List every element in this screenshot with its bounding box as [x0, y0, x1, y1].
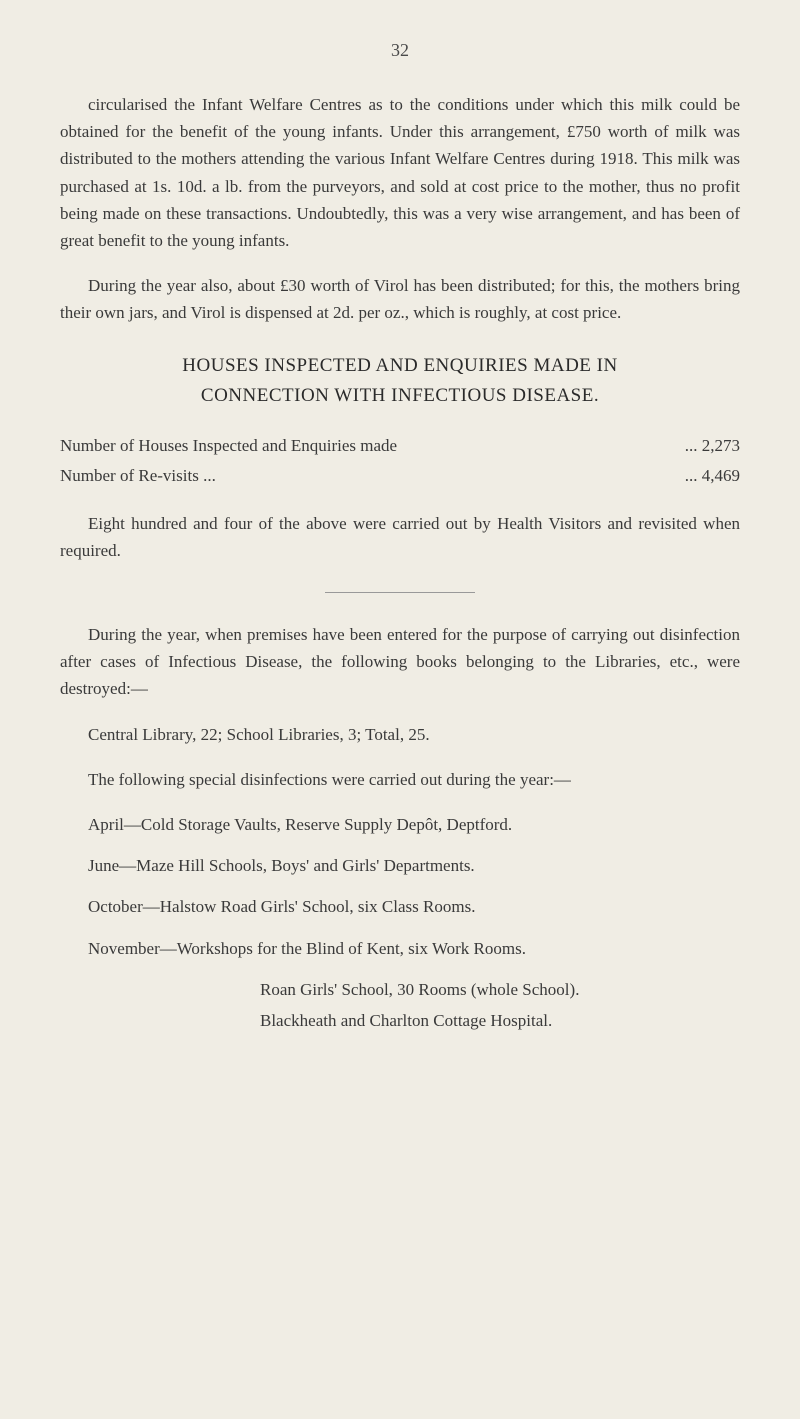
stat-revisits: Number of Re-visits ... ... 4,469 [60, 461, 740, 492]
section-heading-line1: HOUSES INSPECTED AND ENQUIRIES MADE IN [60, 355, 740, 377]
month-october: October—Halstow Road Girls' School, six … [60, 893, 740, 920]
paragraph-2: During the year also, about £30 worth of… [60, 272, 740, 326]
paragraph-6: The following special disinfections were… [60, 766, 740, 793]
stat-label: Number of Re-visits ... [60, 461, 216, 492]
stat-label: Number of Houses Inspected and Enquiries… [60, 431, 397, 462]
stat-houses-inspected: Number of Houses Inspected and Enquiries… [60, 431, 740, 462]
stat-value: ... 2,273 [685, 431, 740, 462]
page-number: 32 [60, 40, 740, 61]
paragraph-3: Eight hundred and four of the above were… [60, 510, 740, 564]
month-november-sub1: Roan Girls' School, 30 Rooms (whole Scho… [260, 976, 740, 1003]
month-november: November—Workshops for the Blind of Kent… [60, 935, 740, 962]
section-heading-line2: CONNECTION WITH INFECTIOUS DISEASE. [60, 385, 740, 407]
paragraph-1: circularised the Infant Welfare Centres … [60, 91, 740, 254]
paragraph-5: Central Library, 22; School Libraries, 3… [60, 721, 740, 748]
month-november-sub2: Blackheath and Charlton Cottage Hospital… [260, 1007, 740, 1034]
stat-value: ... 4,469 [685, 461, 740, 492]
month-april: April—Cold Storage Vaults, Reserve Suppl… [60, 811, 740, 838]
paragraph-4: During the year, when premises have been… [60, 621, 740, 703]
month-june: June—Maze Hill Schools, Boys' and Girls'… [60, 852, 740, 879]
document-page: 32 circularised the Infant Welfare Centr… [0, 0, 800, 1078]
section-divider [325, 592, 475, 593]
